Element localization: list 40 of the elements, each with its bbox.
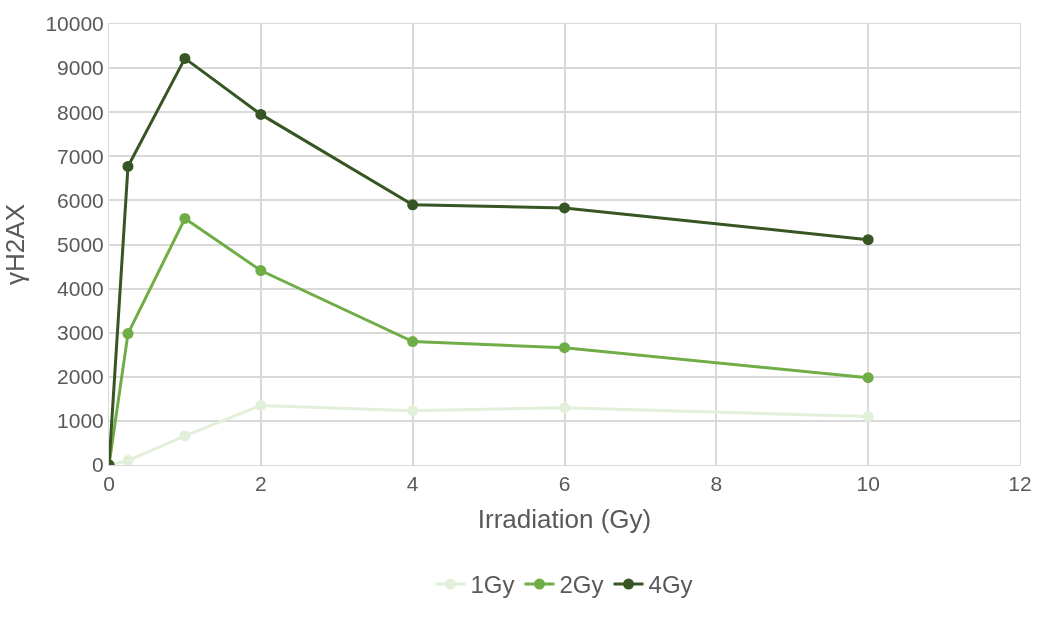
point: [407, 199, 419, 211]
point: [407, 336, 419, 348]
point: [559, 402, 570, 414]
point: [255, 108, 267, 120]
point: [179, 430, 191, 442]
y-tick-label: 9000: [57, 56, 104, 80]
point: [862, 234, 874, 246]
y-tick-label: 2000: [57, 365, 104, 389]
point: [179, 52, 191, 64]
y-tick-label: 0: [92, 453, 104, 477]
point: [255, 265, 267, 277]
y-tick-label: 1000: [57, 409, 104, 433]
y-tick-label: 8000: [57, 100, 104, 124]
point: [559, 202, 570, 214]
point: [255, 399, 267, 411]
y-tick-label: 7000: [57, 144, 104, 168]
legend-label: 2Gy: [559, 571, 604, 599]
x-tick-label: 6: [558, 472, 571, 496]
y-tick-label: 6000: [57, 188, 104, 212]
y-tick-label: 3000: [57, 321, 104, 345]
y-axis-title: γH2AX: [0, 204, 30, 285]
x-tick-label: 10: [856, 472, 880, 496]
point: [122, 455, 134, 465]
point: [122, 328, 134, 340]
legend-label: 4Gy: [648, 571, 693, 599]
point: [179, 212, 191, 224]
x-tick-label: 2: [254, 472, 267, 496]
point: [407, 405, 419, 417]
legend-label: 1Gy: [470, 571, 515, 599]
point: [862, 410, 874, 422]
x-tick-label: 12: [1008, 472, 1032, 496]
y-tick-label: 10000: [45, 12, 104, 36]
x-tick-label: 4: [406, 472, 419, 496]
x-tick-label: 8: [710, 472, 723, 496]
y-tick-label: 5000: [57, 232, 104, 256]
point: [559, 342, 570, 354]
y-tick-label: 4000: [57, 276, 104, 300]
x-axis-title: Irradiation (Gy): [477, 503, 652, 534]
point: [122, 160, 134, 172]
point: [862, 372, 874, 384]
